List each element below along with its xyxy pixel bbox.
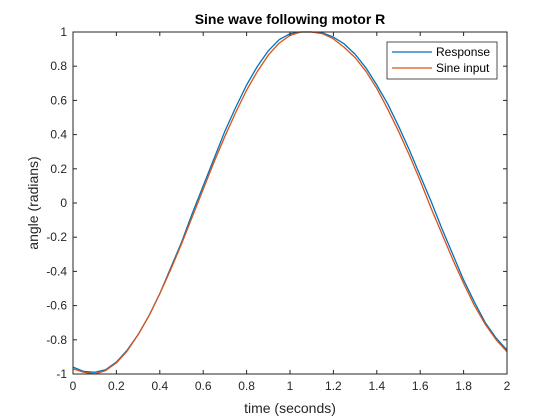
y-tick-label: -0.8 <box>46 333 67 347</box>
x-tick-label: 0.4 <box>151 379 168 393</box>
x-tick-label: 1.6 <box>412 379 429 393</box>
x-tick-label: 1 <box>287 379 294 393</box>
x-tick-label: 1.4 <box>368 379 385 393</box>
legend-box <box>386 41 498 80</box>
x-tick-label: 2 <box>504 379 511 393</box>
x-tick-label: 1.8 <box>455 379 472 393</box>
x-tick-label: 0.8 <box>238 379 255 393</box>
legend-label-response: Response <box>436 45 490 59</box>
chart-title: Sine wave following motor R <box>195 11 386 27</box>
y-tick-label: 0 <box>60 196 67 210</box>
y-axis-label: angle (radians) <box>25 156 41 249</box>
x-tick-label: 0.2 <box>108 379 125 393</box>
x-tick-label: 0 <box>70 379 77 393</box>
x-axis-ticks: 0 0.2 0.4 0.6 0.8 1 1.2 1.4 1.6 1.8 2 <box>70 32 511 393</box>
legend: Response Sine input <box>386 41 498 80</box>
plot-area <box>73 32 507 374</box>
y-tick-label: 0.6 <box>50 93 67 107</box>
y-tick-label: -0.4 <box>46 264 67 278</box>
legend-label-sine-input: Sine input <box>436 61 490 75</box>
y-tick-label: -0.6 <box>46 299 67 313</box>
y-axis-ticks: -1 -0.8 -0.6 -0.4 -0.2 0 0.2 0.4 0.6 0.8 1 <box>46 25 507 381</box>
y-tick-label: -0.2 <box>46 230 67 244</box>
y-tick-label: 0.8 <box>50 59 67 73</box>
y-tick-label: 1 <box>60 25 67 39</box>
y-tick-label: -1 <box>56 367 67 381</box>
x-axis-label: time (seconds) <box>244 400 336 416</box>
y-tick-label: 0.2 <box>50 162 67 176</box>
y-tick-label: 0.4 <box>50 128 67 142</box>
x-tick-label: 1.2 <box>325 379 342 393</box>
x-tick-label: 0.6 <box>195 379 212 393</box>
